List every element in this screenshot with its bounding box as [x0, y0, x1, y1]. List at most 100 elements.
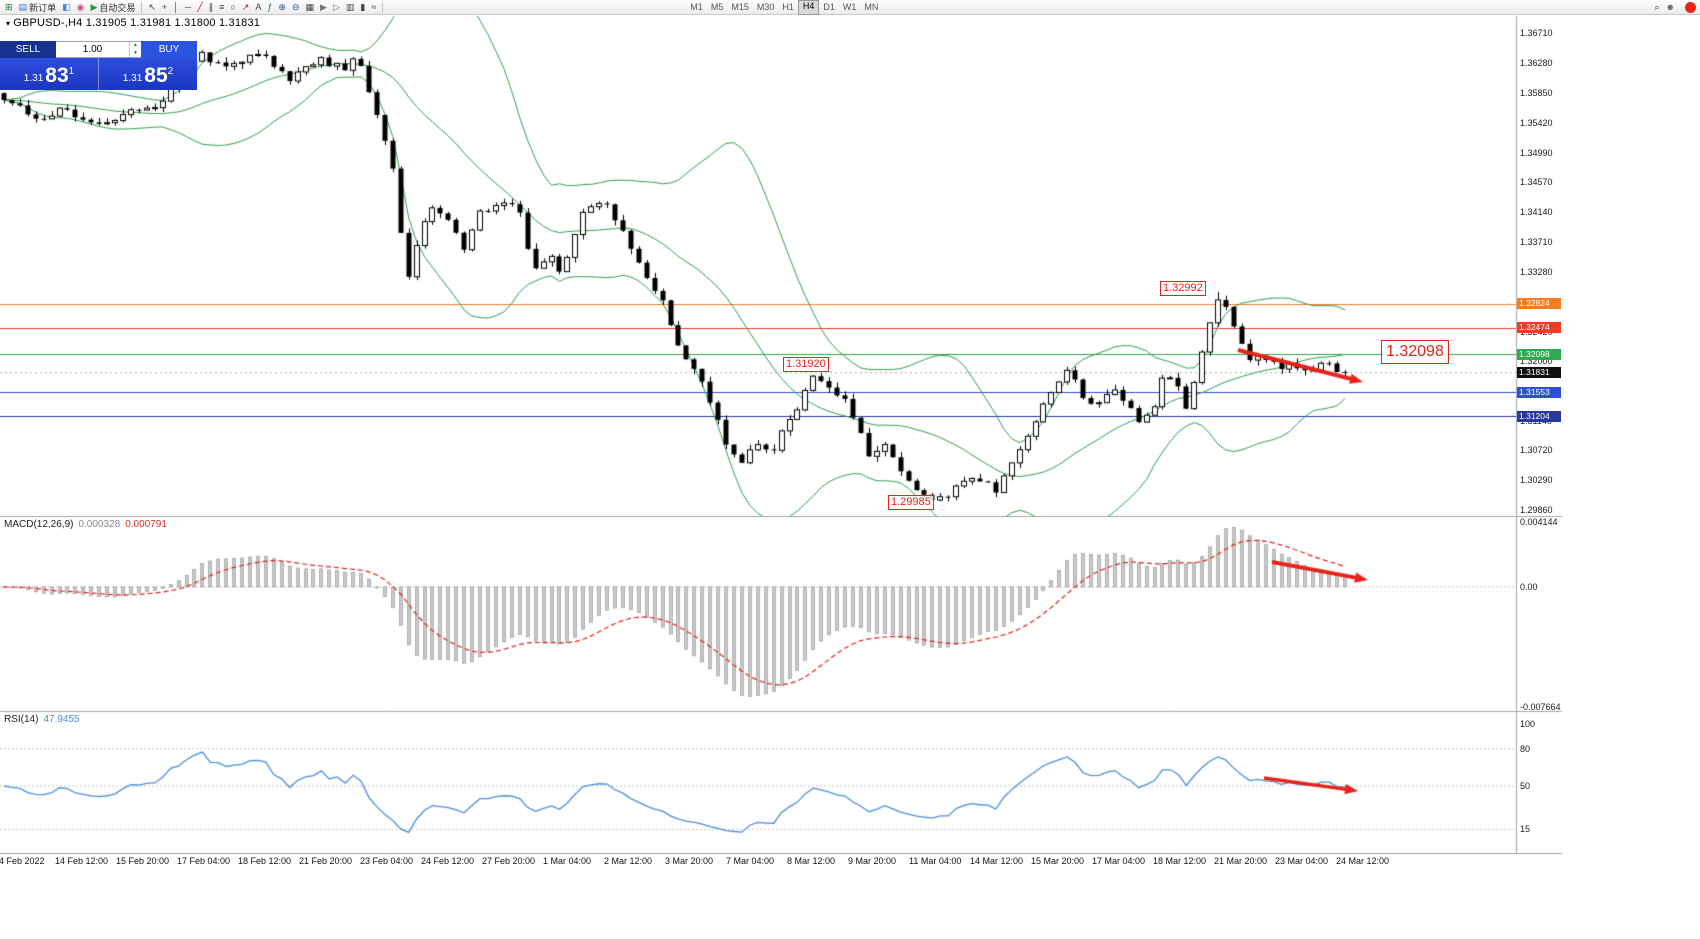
- volume-value[interactable]: 1.00: [82, 44, 103, 55]
- timeframe-m30[interactable]: M30: [756, 1, 775, 12]
- price-chip: 1.32098: [1517, 348, 1561, 360]
- new-chart-button[interactable]: ⊞: [2, 1, 16, 14]
- zoom-in-icon: ⊕: [278, 1, 286, 12]
- candlestick-button[interactable]: ▮: [357, 1, 368, 14]
- new-order-icon: ▤: [18, 1, 28, 12]
- macd-axis-label: 0.00: [1520, 581, 1538, 592]
- indicators-button[interactable]: ƒ: [264, 1, 275, 14]
- price-annotation[interactable]: 1.29985: [888, 495, 934, 510]
- fibonacci-tool[interactable]: ≡: [216, 1, 227, 14]
- time-axis-label: 23 Mar 04:00: [1275, 856, 1329, 866]
- price-axis-label: 1.35420: [1520, 117, 1553, 128]
- arrows-tool[interactable]: ↗: [239, 1, 253, 14]
- one-click-trade-panel: SELL 1.00 ▲ ▼ BUY 1.31 83 1 1.31 85 2: [0, 41, 197, 90]
- chart-shift-button[interactable]: ▷: [330, 1, 343, 14]
- buy-price-small: 1.31: [122, 73, 143, 84]
- buy-button[interactable]: BUY: [141, 41, 197, 58]
- time-axis-label: 21 Feb 20:00: [299, 856, 353, 866]
- cursor-tool[interactable]: ↖: [145, 1, 159, 14]
- time-axis-label: 15 Feb 20:00: [116, 856, 170, 866]
- sell-price-small: 1.31: [23, 73, 44, 84]
- price-axis-label: 1.36710: [1520, 27, 1553, 38]
- chat-button[interactable]: ◧: [59, 1, 74, 14]
- vertical-line-tool[interactable]: │: [170, 1, 182, 14]
- volume-stepper[interactable]: ▲ ▼: [129, 42, 141, 57]
- timeframe-mn[interactable]: MN: [864, 1, 879, 12]
- time-axis-label: 18 Feb 12:00: [238, 856, 292, 866]
- new-order-button-label: 新订单: [29, 2, 57, 13]
- timeframe-m5[interactable]: M5: [710, 1, 724, 12]
- volume-down-icon[interactable]: ▼: [133, 49, 138, 56]
- chart-shift-icon: ▷: [332, 1, 340, 12]
- buy-price-big: 85: [144, 64, 168, 87]
- price-axis-label: 1.35850: [1520, 87, 1553, 98]
- toolbar-separator: [141, 1, 143, 13]
- zoom-out-button[interactable]: ⊖: [289, 1, 303, 14]
- time-axis-label: 24 Feb 12:00: [421, 856, 475, 866]
- macd-name: MACD(12,26,9): [4, 519, 74, 530]
- account-button[interactable]: ☻: [1663, 1, 1678, 14]
- chat-icon: ◧: [62, 1, 71, 12]
- timeframe-d1[interactable]: D1: [823, 1, 835, 12]
- auto-scroll-button[interactable]: ▶: [317, 1, 330, 14]
- volume-field[interactable]: 1.00 ▲ ▼: [56, 41, 141, 58]
- sell-price-big: 83: [45, 64, 69, 87]
- timeframe-h4[interactable]: H4: [797, 0, 820, 15]
- line-chart-icon: ≈: [371, 1, 377, 12]
- timeframe-h1[interactable]: H1: [782, 1, 794, 12]
- community-button[interactable]: ◉: [74, 1, 88, 14]
- auto-trading-button[interactable]: ▶ 自动交易: [87, 1, 138, 14]
- time-axis-label: 17 Mar 04:00: [1092, 856, 1146, 866]
- arrows-icon: ↗: [241, 1, 250, 12]
- price-chip: 1.32824: [1517, 298, 1561, 309]
- price-chip: 1.31204: [1517, 410, 1561, 422]
- macd-value-signal: 0.000791: [125, 519, 167, 530]
- sell-price[interactable]: 1.31 83 1: [0, 58, 98, 90]
- time-axis-label: 8 Mar 12:00: [787, 856, 836, 866]
- time-axis-label: 15 Mar 20:00: [1031, 856, 1085, 866]
- channel-tool[interactable]: ∥: [206, 1, 217, 14]
- macd-value-main: 0.000328: [78, 519, 121, 530]
- price-chip: 1.32474: [1517, 322, 1561, 334]
- macd-axis-label: 0.004144: [1520, 517, 1558, 527]
- chart-title-ohlc: ▾ GBPUSD-,H4 1.31905 1.31981 1.31800 1.31…: [6, 17, 260, 29]
- price-axis-label: 1.29860: [1520, 505, 1553, 516]
- text-tool[interactable]: A: [252, 1, 264, 14]
- price-annotation[interactable]: 1.32992: [1160, 281, 1206, 296]
- toolbar-separator: [382, 1, 384, 13]
- chart-title-text: GBPUSD-,H4 1.31905 1.31981 1.31800 1.318…: [13, 17, 261, 29]
- search-button[interactable]: ⌕: [1651, 1, 1662, 14]
- auto-scroll-icon: ▶: [320, 1, 327, 12]
- bar-chart-button[interactable]: ▥: [343, 1, 358, 14]
- timeframe-m15[interactable]: M15: [731, 1, 749, 12]
- chart-collapse-icon[interactable]: ▾: [6, 19, 11, 28]
- price-chip: 1.31831: [1517, 367, 1561, 379]
- shapes-tool[interactable]: ○: [227, 1, 238, 14]
- tile-windows-button[interactable]: ▦: [303, 1, 318, 14]
- buy-price[interactable]: 1.31 85 2: [98, 58, 197, 90]
- price-annotation[interactable]: 1.31920: [783, 357, 829, 372]
- price-chip: 1.31553: [1517, 386, 1561, 398]
- timeframe-m1[interactable]: M1: [690, 1, 703, 12]
- time-axis-label: 24 Mar 12:00: [1336, 856, 1390, 866]
- crosshair-tool[interactable]: +: [159, 1, 170, 14]
- rsi-label: RSI(14) 47.9455: [4, 714, 80, 725]
- time-axis-label: 2 Mar 12:00: [604, 856, 653, 866]
- new-order-button[interactable]: ▤ 新订单: [16, 1, 60, 14]
- trendline-tool[interactable]: ╱: [194, 1, 205, 14]
- line-chart-button[interactable]: ≈: [368, 1, 379, 14]
- volume-up-icon[interactable]: ▲: [133, 42, 138, 48]
- time-axis-label: 9 Mar 20:00: [848, 856, 897, 866]
- zoom-in-button[interactable]: ⊕: [275, 1, 289, 14]
- price-axis-label: 1.34570: [1520, 176, 1553, 187]
- sell-button[interactable]: SELL: [0, 41, 56, 58]
- vertical-line-icon: │: [173, 1, 179, 12]
- price-annotation[interactable]: 1.32098: [1381, 340, 1449, 364]
- notification-badge[interactable]: [1685, 2, 1696, 13]
- time-axis-label: 14 Feb 12:00: [55, 856, 109, 866]
- rsi-axis-label: 100: [1520, 719, 1536, 729]
- horizontal-line-tool[interactable]: ─: [182, 1, 194, 14]
- timeframe-w1[interactable]: W1: [842, 1, 857, 12]
